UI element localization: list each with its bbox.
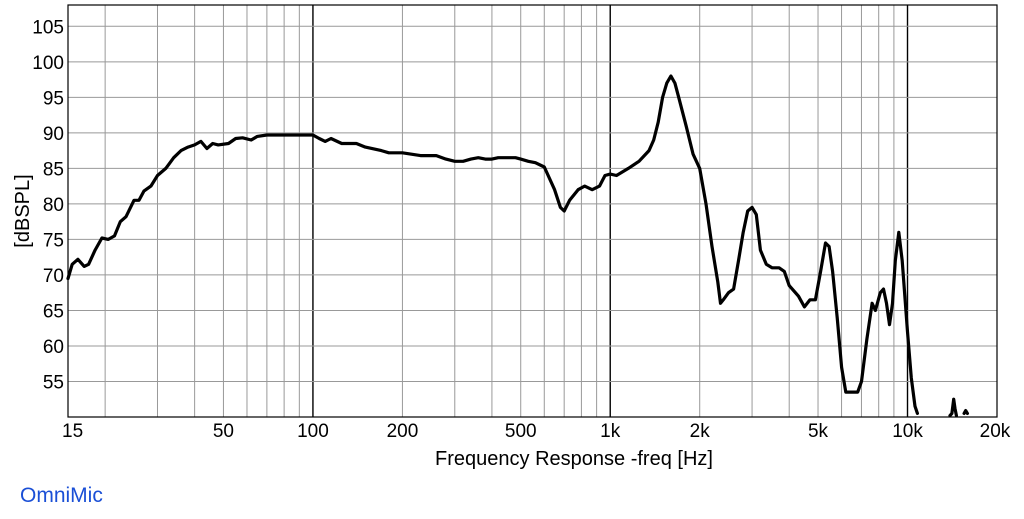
- x-tick-label: 2k: [690, 421, 711, 442]
- y-axis-label: [dBSPL]: [12, 174, 34, 247]
- x-tick-label: 100: [297, 421, 329, 442]
- response-curve-segment: [948, 397, 958, 418]
- x-tick-label: 15: [62, 421, 83, 442]
- x-tick-label: 5k: [808, 421, 829, 442]
- y-tick-label: 100: [32, 53, 64, 74]
- x-tick-label: 500: [505, 421, 537, 442]
- y-tick-label: 90: [43, 124, 64, 145]
- y-axis-ticks: 55 60 65 70 75 80 85 90 95 100 105: [32, 17, 64, 393]
- x-tick-label: 10k: [892, 421, 923, 442]
- x-tick-label: 20k: [980, 421, 1011, 442]
- x-tick-label: 1k: [600, 421, 621, 442]
- y-tick-label: 70: [43, 266, 64, 287]
- x-tick-label: 50: [213, 421, 234, 442]
- y-tick-label: 95: [43, 88, 64, 109]
- grid-lines: [68, 5, 997, 417]
- y-tick-label: 65: [43, 301, 64, 322]
- omnimic-brand-label: OmniMic: [20, 484, 103, 507]
- x-axis-label: Frequency Response -freq [Hz]: [435, 448, 713, 470]
- y-tick-label: 105: [32, 17, 64, 38]
- plot-frame: [67, 4, 998, 418]
- y-tick-label: 85: [43, 159, 64, 180]
- x-tick-label: 200: [387, 421, 419, 442]
- y-tick-label: 75: [43, 230, 64, 251]
- x-axis-ticks: 15 50 100 200 500 1k 2k 5k 10k 20k: [62, 421, 1011, 442]
- y-tick-label: 60: [43, 337, 64, 358]
- response-curve-segment: [66, 74, 919, 415]
- y-tick-label: 55: [43, 372, 64, 393]
- y-tick-label: 80: [43, 195, 64, 216]
- response-curve-segment: [962, 409, 969, 415]
- response-curve: [66, 74, 969, 418]
